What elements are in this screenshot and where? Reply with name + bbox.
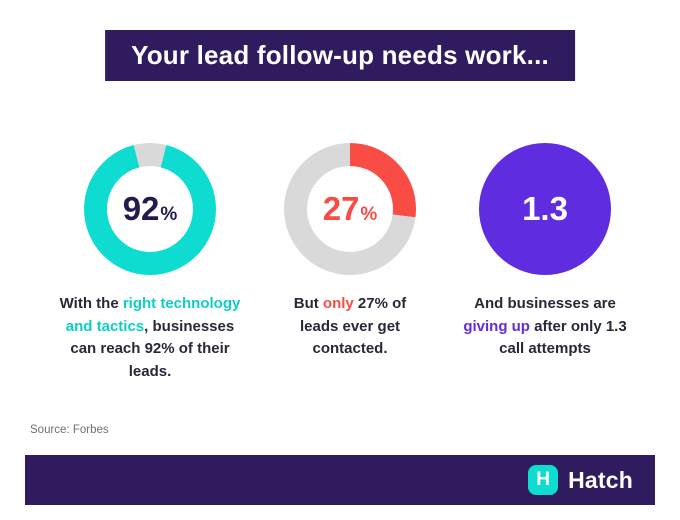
caption-segment: 27% of leads ever get contacted. bbox=[299, 295, 407, 357]
caption-segment: But bbox=[293, 295, 323, 312]
solid-circle-1-3: 1.3 bbox=[479, 143, 611, 275]
stat-number: 1.3 bbox=[522, 190, 568, 227]
page-title: Your lead follow-up needs work... bbox=[131, 40, 549, 70]
donut-hole: 27% bbox=[307, 166, 393, 252]
stat-card-attempts: 1.3 And businesses are giving up after o… bbox=[450, 143, 640, 361]
stat-caption-contacted: But only 27% of leads ever get contacted… bbox=[275, 293, 425, 361]
stat-card-reachable: 92% With the right technology and tactic… bbox=[45, 143, 255, 383]
caption-segment: after only 1.3 call attempts bbox=[499, 317, 627, 358]
stat-number: 92 bbox=[122, 190, 160, 227]
caption-segment-highlight-red: only bbox=[322, 295, 354, 312]
donut-chart-27: 27% bbox=[284, 143, 416, 275]
brand-name: Hatch bbox=[568, 466, 633, 493]
header-banner: Your lead follow-up needs work... bbox=[105, 30, 575, 81]
hatch-logo-icon: H bbox=[528, 465, 559, 495]
stat-unit: % bbox=[360, 204, 378, 225]
stat-card-contacted: 27% But only 27% of leads ever get conta… bbox=[255, 143, 445, 361]
caption-segment: With the bbox=[59, 295, 123, 312]
caption-segment: , businesses can reach 92% of their lead… bbox=[70, 317, 235, 380]
donut-chart-92: 92% bbox=[84, 143, 216, 275]
source-attribution: Source: Forbes bbox=[30, 424, 109, 436]
stat-unit: % bbox=[160, 204, 178, 225]
stat-caption-attempts: And businesses are giving up after only … bbox=[458, 293, 633, 361]
stat-value-92: 92% bbox=[123, 190, 178, 228]
footer-bar: H Hatch bbox=[25, 455, 655, 505]
stat-caption-reachable: With the right technology and tactics, b… bbox=[58, 293, 243, 383]
stat-number: 27 bbox=[322, 190, 360, 227]
donut-hole: 92% bbox=[107, 166, 193, 252]
stat-value-1-3: 1.3 bbox=[522, 190, 568, 228]
caption-segment-highlight-teal: right technology and tactics bbox=[65, 295, 241, 335]
stat-value-27: 27% bbox=[323, 190, 378, 228]
caption-segment: And businesses are bbox=[474, 295, 616, 312]
caption-segment-highlight-purple: giving up bbox=[463, 317, 530, 335]
